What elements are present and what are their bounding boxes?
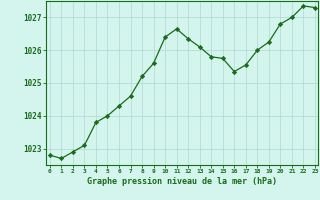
- X-axis label: Graphe pression niveau de la mer (hPa): Graphe pression niveau de la mer (hPa): [87, 177, 277, 186]
